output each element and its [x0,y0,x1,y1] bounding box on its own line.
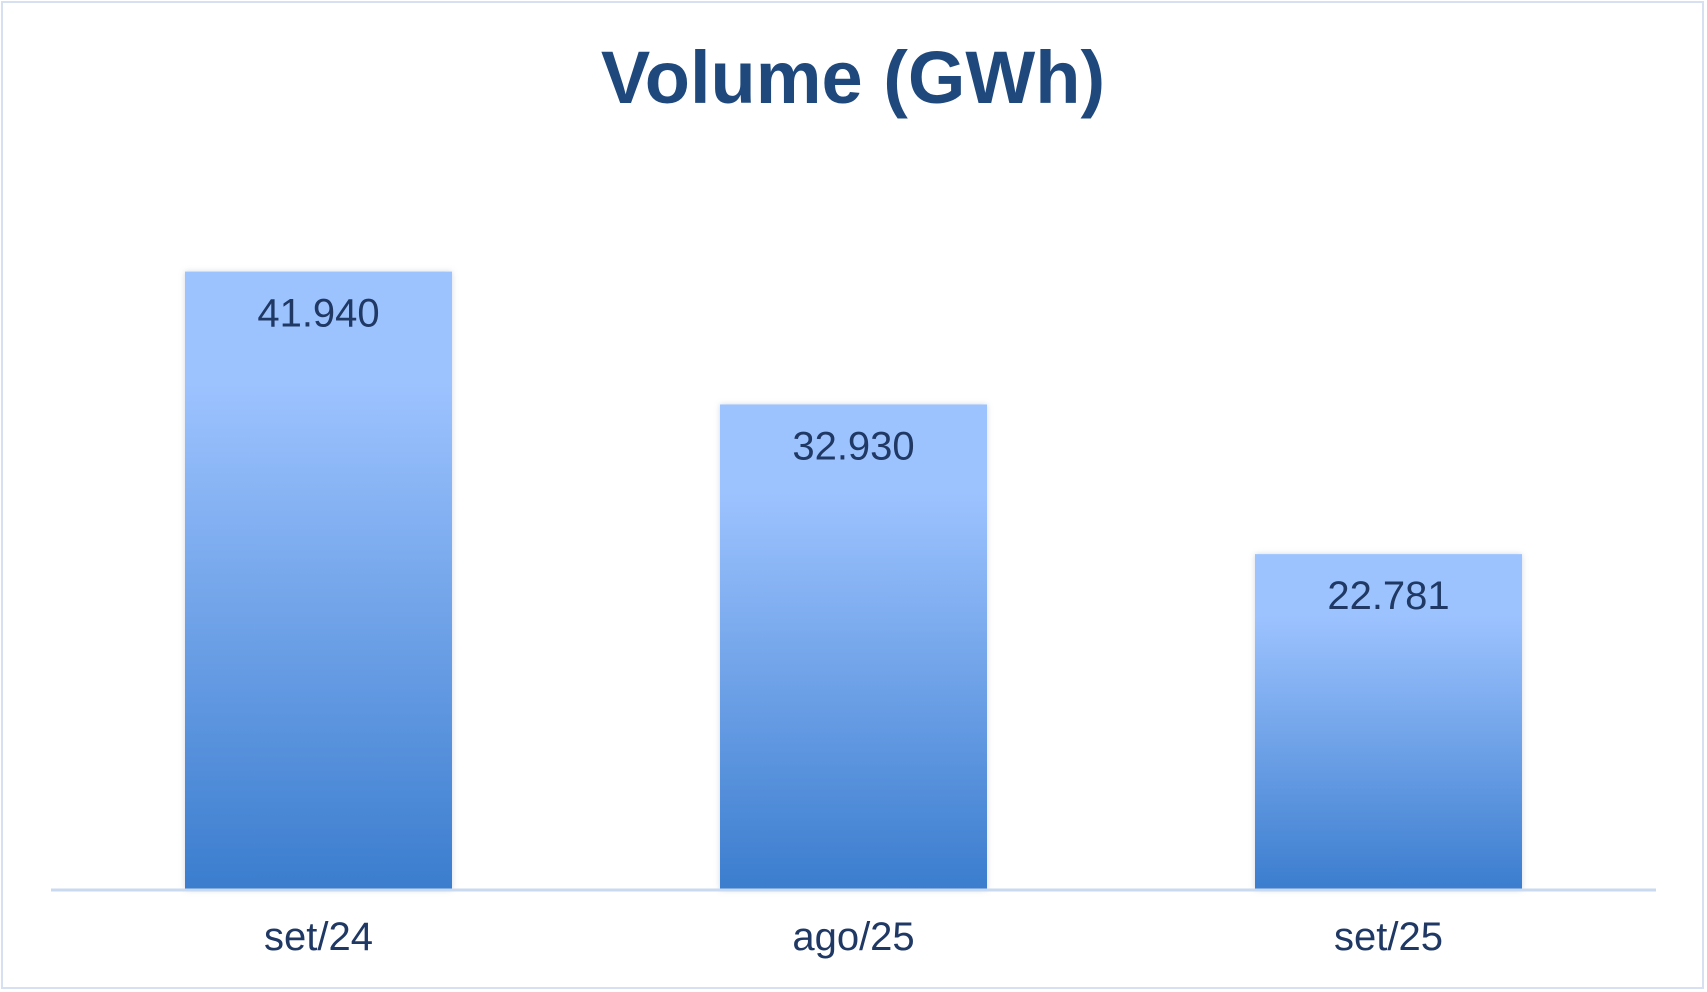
data-labels-group: 41.940 32.930 22.781 [257,292,1449,618]
bar-set-24 [185,271,452,890]
x-tick-labels-group: set/24 ago/25 set/25 [264,915,1443,959]
data-label-set-25: 22.781 [1327,574,1449,618]
bars-group [185,271,1522,890]
bar-ago-25 [720,404,987,890]
chart-title: Volume (GWh) [601,36,1105,119]
data-label-ago-25: 32.930 [792,424,914,468]
x-tick-label-set-25: set/25 [1334,915,1443,959]
x-tick-label-set-24: set/24 [264,915,373,959]
x-tick-label-ago-25: ago/25 [792,915,914,959]
bar-set-25 [1255,554,1522,890]
data-label-set-24: 41.940 [257,292,379,336]
